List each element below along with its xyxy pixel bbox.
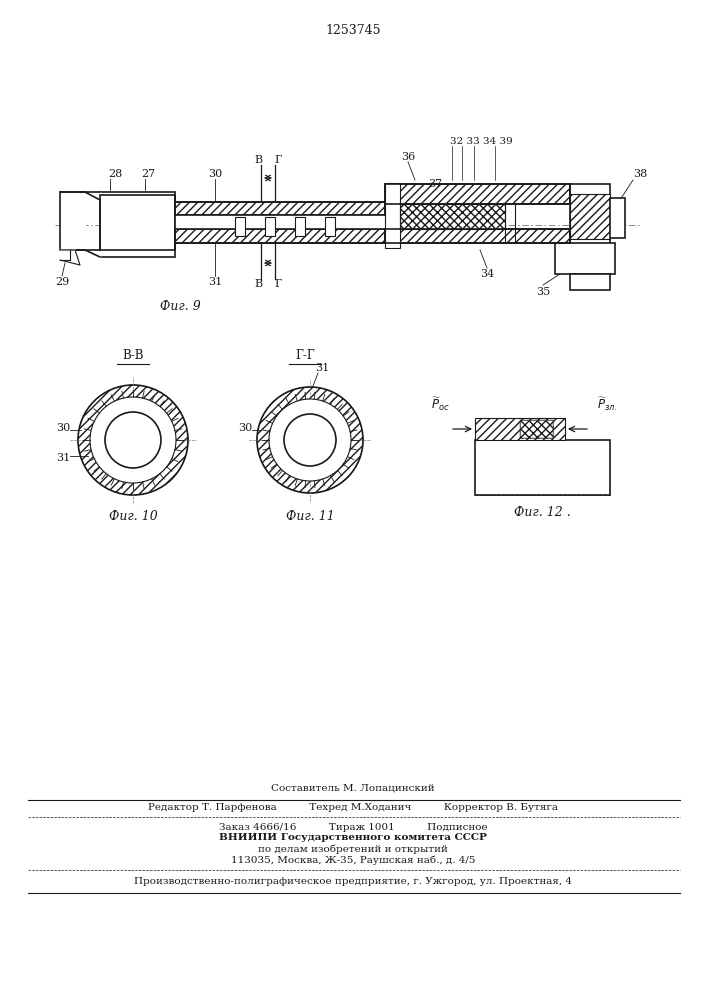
Bar: [385, 183, 400, 248]
Bar: [475, 418, 565, 440]
Bar: [100, 195, 175, 250]
Bar: [235, 217, 245, 236]
Bar: [570, 274, 610, 290]
Text: Рпр: Рпр: [530, 462, 554, 475]
Text: Заказ 4666/16          Тираж 1001          Подписное: Заказ 4666/16 Тираж 1001 Подписное: [218, 822, 487, 832]
Bar: [610, 198, 625, 238]
Circle shape: [105, 412, 161, 468]
Bar: [295, 217, 305, 236]
Circle shape: [284, 414, 336, 466]
Text: Фиг. 9: Фиг. 9: [160, 300, 200, 314]
Bar: [175, 215, 385, 229]
Text: Г: Г: [274, 279, 281, 289]
Bar: [475, 440, 610, 495]
Bar: [385, 204, 570, 229]
Bar: [100, 192, 175, 257]
Polygon shape: [60, 250, 80, 265]
Text: 37: 37: [428, 179, 442, 189]
Bar: [570, 194, 610, 239]
Text: 30: 30: [56, 423, 70, 433]
Text: $\widetilde{P}_{ос}$: $\widetilde{P}_{ос}$: [431, 395, 450, 413]
Bar: [175, 202, 385, 215]
Circle shape: [269, 399, 351, 481]
Text: 30: 30: [238, 423, 252, 433]
Text: 113035, Москва, Ж-35, Раушская наб., д. 4/5: 113035, Москва, Ж-35, Раушская наб., д. …: [230, 855, 475, 865]
Bar: [520, 420, 553, 438]
Text: Производственно-полиграфическое предприятие, г. Ужгород, ул. Проектная, 4: Производственно-полиграфическое предприя…: [134, 876, 572, 886]
Text: Фиг. 11: Фиг. 11: [286, 510, 334, 522]
Text: 27: 27: [141, 169, 155, 179]
Bar: [385, 229, 570, 243]
Circle shape: [257, 387, 363, 493]
Text: Г: Г: [274, 155, 281, 165]
Text: Г-Г: Г-Г: [295, 349, 315, 362]
Circle shape: [78, 385, 188, 495]
Text: 38: 38: [633, 169, 647, 179]
Bar: [570, 184, 610, 248]
Text: Фиг. 10: Фиг. 10: [109, 510, 158, 522]
Text: 34: 34: [480, 269, 494, 279]
Text: Редактор Т. Парфенова          Техред М.Ходанич          Корректор В. Бутяга: Редактор Т. Парфенова Техред М.Ходанич К…: [148, 802, 558, 812]
Bar: [555, 243, 615, 274]
Text: В: В: [254, 155, 262, 165]
Polygon shape: [60, 192, 100, 257]
Bar: [175, 229, 385, 243]
Text: 1253745: 1253745: [325, 23, 381, 36]
Bar: [100, 195, 175, 250]
Bar: [570, 194, 610, 239]
Bar: [475, 418, 565, 440]
Text: 31: 31: [56, 453, 70, 463]
Text: 35: 35: [536, 287, 550, 297]
Text: 29: 29: [55, 277, 69, 287]
Text: В: В: [254, 279, 262, 289]
Bar: [325, 217, 335, 236]
Bar: [265, 217, 275, 236]
Circle shape: [90, 397, 176, 483]
Text: В-В: В-В: [122, 349, 144, 362]
Text: Составитель М. Лопацинский: Составитель М. Лопацинский: [271, 784, 435, 792]
Text: по делам изобретений и открытий: по делам изобретений и открытий: [258, 844, 448, 854]
Bar: [385, 184, 570, 204]
Bar: [385, 229, 570, 243]
Text: $\widetilde{P}_{зл.}$: $\widetilde{P}_{зл.}$: [597, 395, 617, 413]
Bar: [175, 202, 385, 215]
Text: 36: 36: [401, 152, 415, 162]
Text: 30: 30: [208, 169, 222, 179]
Text: Фиг. 12 .: Фиг. 12 .: [513, 506, 571, 520]
Text: 31: 31: [315, 363, 329, 373]
Text: ВНИИПИ Государственного комитета СССР: ВНИИПИ Государственного комитета СССР: [219, 834, 487, 842]
Bar: [385, 184, 570, 204]
Text: 32 33 34 39: 32 33 34 39: [450, 137, 513, 146]
Text: 31: 31: [208, 277, 222, 287]
Bar: [520, 420, 553, 438]
Text: 28: 28: [108, 169, 122, 179]
Bar: [175, 229, 385, 243]
Bar: [400, 204, 505, 229]
Bar: [400, 204, 505, 229]
